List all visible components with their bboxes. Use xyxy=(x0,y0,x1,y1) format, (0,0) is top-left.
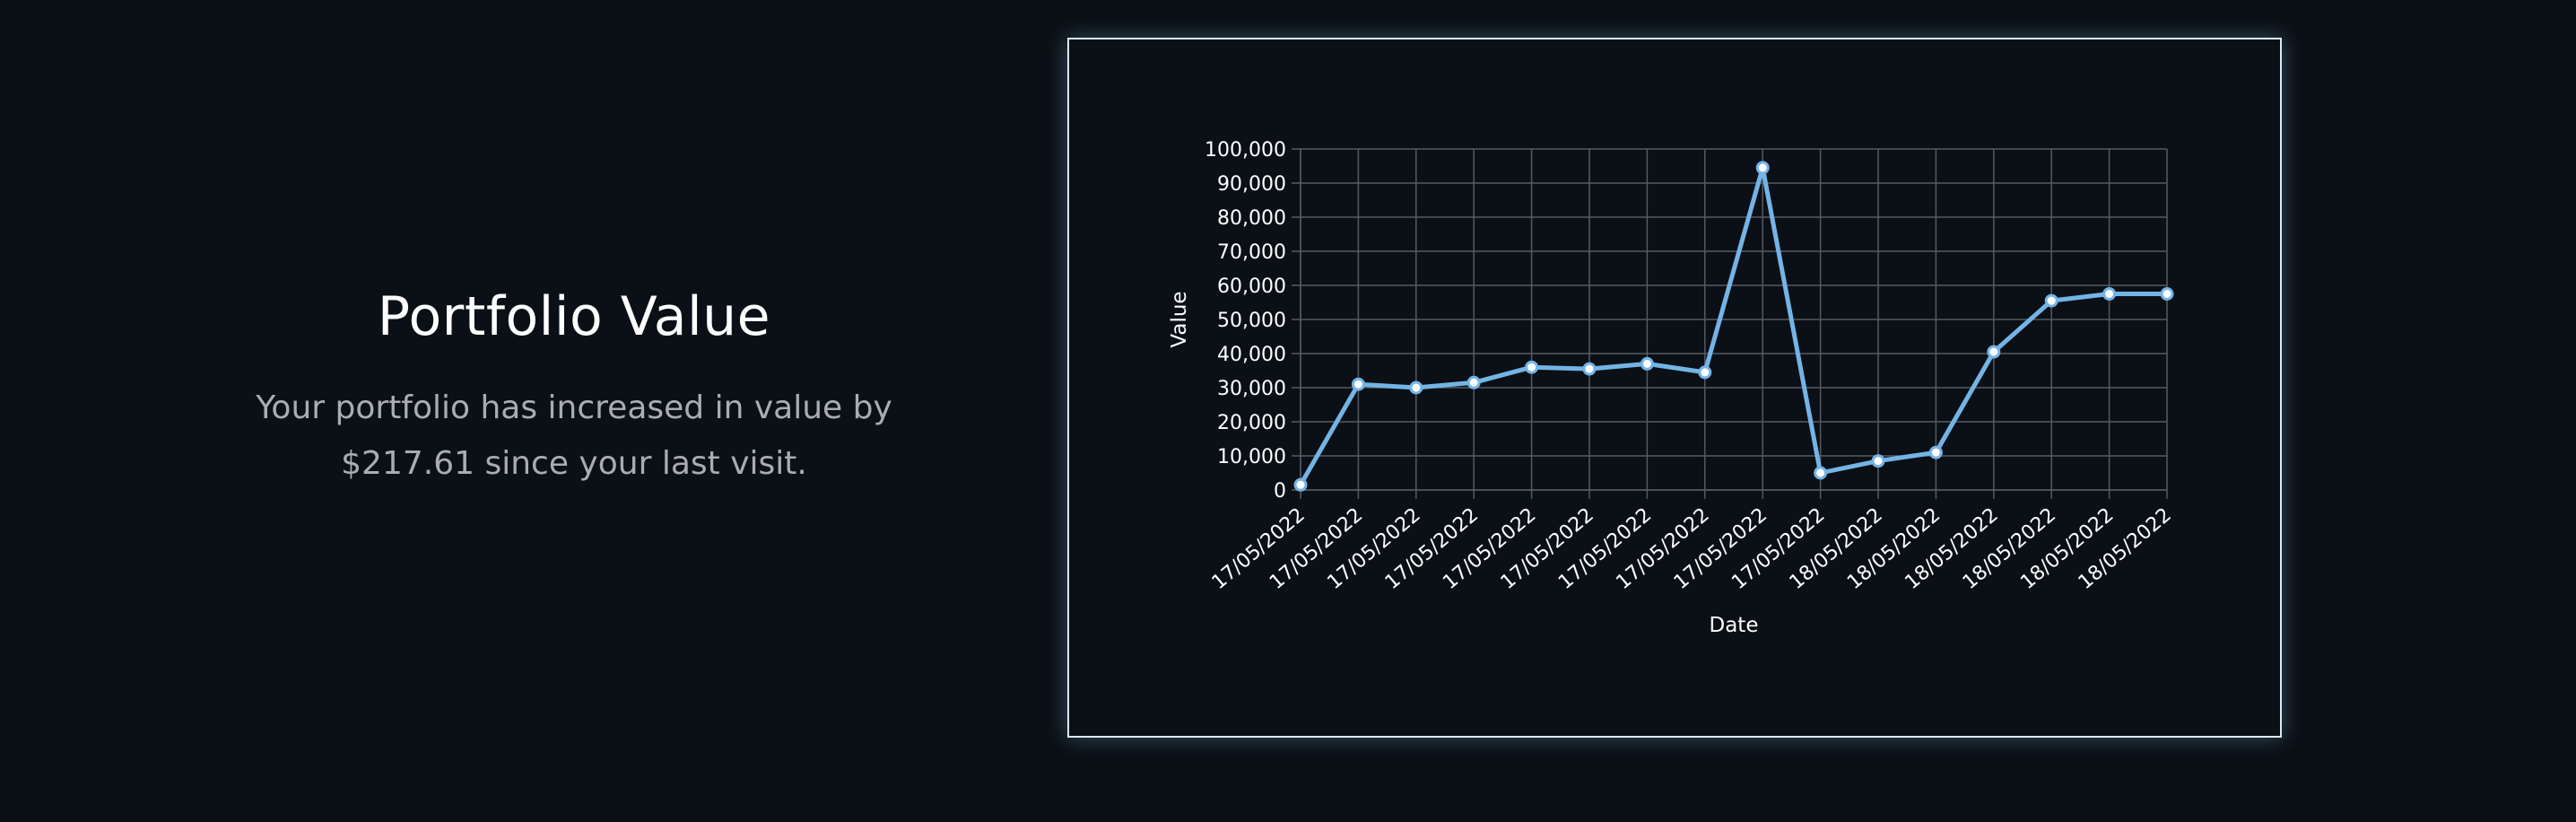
portfolio-value-chart: 0 10,000 20,000 30,000 40,000 50,000 60,000 70,… xyxy=(1168,139,2176,637)
y-tick-label: 100,000 xyxy=(1205,139,1286,162)
data-point xyxy=(1582,362,1597,376)
data-point xyxy=(1814,466,1828,480)
y-tick-label: 30,000 xyxy=(1217,378,1286,400)
data-point xyxy=(1640,356,1654,371)
page-title: Portfolio Value xyxy=(377,285,771,348)
y-axis-title: Value xyxy=(1168,291,1191,347)
y-tick-label: 20,000 xyxy=(1217,412,1286,434)
data-point xyxy=(1755,161,1770,175)
y-tick-label: 60,000 xyxy=(1217,275,1286,298)
data-point xyxy=(1293,477,1308,492)
y-tick-label: 0 xyxy=(1274,480,1286,503)
data-point xyxy=(2044,293,2058,308)
portfolio-summary: Portfolio Value Your portfolio has incre… xyxy=(161,285,987,492)
y-tick-label: 40,000 xyxy=(1217,344,1286,366)
chart-series-layer xyxy=(1298,165,2170,487)
portfolio-change-message: Your portfolio has increased in value by… xyxy=(256,389,892,482)
data-point xyxy=(1409,380,1423,395)
y-tick-label: 70,000 xyxy=(1217,241,1286,264)
data-point xyxy=(2102,287,2117,301)
data-point xyxy=(1698,365,1712,380)
chart-axes xyxy=(1292,148,2168,499)
chart-grid xyxy=(1300,148,2168,491)
data-point xyxy=(1525,360,1539,374)
chart-points-layer xyxy=(1293,161,2174,492)
y-tick-label: 50,000 xyxy=(1217,310,1286,332)
series-line xyxy=(1298,165,2170,487)
data-point xyxy=(1987,345,2001,359)
portfolio-chart-card: 0 10,000 20,000 30,000 40,000 50,000 60,000 70,… xyxy=(1067,38,2282,738)
data-point xyxy=(1466,375,1481,389)
y-tick-label: 10,000 xyxy=(1217,446,1286,468)
x-axis-title: Date xyxy=(1710,614,1759,637)
data-point xyxy=(2160,287,2174,301)
y-tick-label: 90,000 xyxy=(1217,173,1286,196)
y-tick-label: 80,000 xyxy=(1217,207,1286,230)
data-point xyxy=(1871,454,1885,468)
data-point xyxy=(1928,445,1943,459)
data-point xyxy=(1351,377,1365,391)
